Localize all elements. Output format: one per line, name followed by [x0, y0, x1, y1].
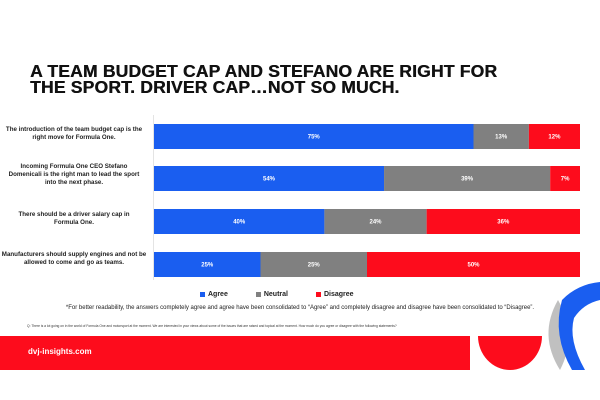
bar-segment-agree	[154, 252, 261, 277]
legend: Agree Neutral Disagree	[200, 291, 354, 298]
legend-swatch-disagree	[315, 292, 321, 297]
bar-segment-disagree	[426, 209, 580, 234]
footer-band: dvj-insights.com	[0, 336, 470, 370]
data-label-disagree: 12%	[548, 135, 561, 141]
page-title: A TEAM BUDGET CAP AND STEFANO ARE RIGHT …	[30, 61, 570, 97]
bar-segment-neutral	[384, 166, 551, 191]
title-line-1: A TEAM BUDGET CAP AND STEFANO ARE RIGHT …	[30, 61, 498, 81]
data-label-agree: 54%	[263, 177, 276, 183]
legend-item-agree: Agree	[200, 291, 228, 298]
data-label-agree: 75%	[308, 135, 321, 141]
legend-item-neutral: Neutral	[255, 291, 288, 298]
legend-swatch-agree	[200, 292, 205, 297]
legend-label-neutral: Neutral	[263, 291, 288, 298]
data-label-agree: 25%	[201, 263, 214, 269]
legend-label-agree: Agree	[208, 291, 228, 298]
data-label-neutral: 13%	[495, 135, 508, 141]
data-label-agree: 40%	[233, 220, 246, 226]
bar-segment-neutral	[324, 209, 427, 234]
survey-question: Q: There is a lot going on in the world …	[27, 324, 397, 328]
data-label-disagree: 7%	[561, 177, 570, 183]
legend-item-disagree: Disagree	[315, 291, 354, 298]
data-label-neutral: 39%	[461, 177, 474, 183]
bar-segment-neutral	[260, 252, 367, 277]
readability-note: *For better readability, the answers com…	[65, 305, 535, 311]
category-label: Manufacturers should supply engines and …	[1, 251, 147, 266]
legend-label-disagree: Disagree	[323, 291, 354, 298]
bar-segment-disagree	[528, 124, 580, 149]
category-label: The introduction of the team budget cap …	[5, 126, 143, 141]
bar-segment-disagree	[550, 166, 580, 191]
data-label-neutral: 24%	[370, 220, 383, 226]
bar-segment-agree	[154, 209, 325, 234]
data-label-disagree: 50%	[467, 263, 480, 269]
bar-segment-neutral	[473, 124, 529, 149]
data-label-disagree: 36%	[497, 220, 510, 226]
category-label: Incoming Formula One CEO Stefano Domenic…	[8, 163, 140, 186]
footer-site-link[interactable]: dvj-insights.com	[28, 347, 92, 356]
bar-segment-disagree	[367, 252, 580, 277]
legend-swatch-neutral	[255, 292, 261, 297]
bar-segment-agree	[154, 124, 474, 149]
bar-segment-agree	[154, 166, 385, 191]
category-axis-line	[153, 115, 154, 280]
category-label: There should be a driver salary cap in F…	[18, 211, 130, 226]
data-label-neutral: 25%	[308, 263, 321, 269]
title-line-2: THE SPORT. DRIVER CAP…NOT SO MUCH.	[30, 77, 400, 97]
